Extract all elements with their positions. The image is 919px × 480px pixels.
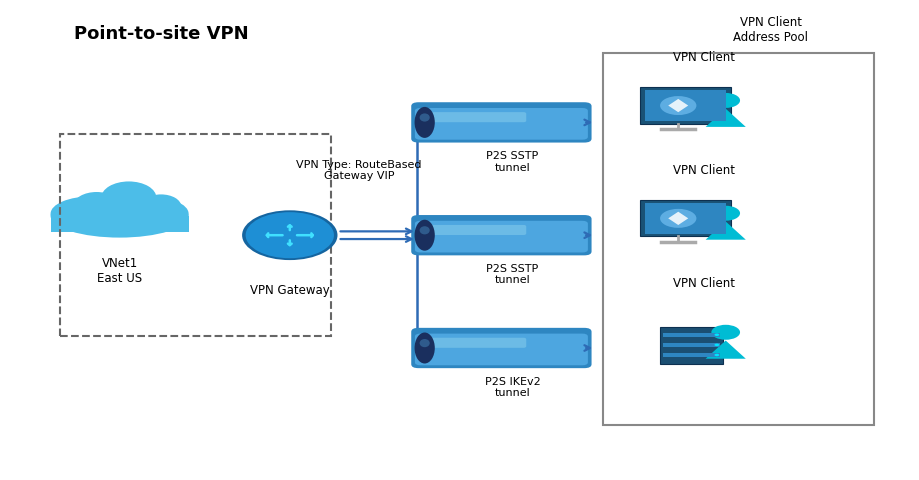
Text: VNet1
East US: VNet1 East US [96, 257, 142, 285]
Polygon shape [705, 340, 745, 359]
FancyBboxPatch shape [429, 112, 526, 122]
Bar [51, 216, 188, 232]
FancyBboxPatch shape [414, 221, 587, 252]
FancyBboxPatch shape [640, 200, 731, 237]
Ellipse shape [106, 196, 188, 231]
Polygon shape [667, 99, 687, 112]
Bar [663, 343, 719, 347]
FancyBboxPatch shape [411, 328, 591, 368]
Bar [602, 53, 873, 425]
Text: VPN Client: VPN Client [672, 51, 734, 64]
FancyBboxPatch shape [640, 87, 731, 124]
Bar [663, 333, 719, 336]
Circle shape [242, 210, 337, 260]
Ellipse shape [141, 194, 181, 218]
Ellipse shape [101, 181, 156, 214]
Text: VPN Client: VPN Client [672, 164, 734, 177]
Polygon shape [705, 221, 745, 240]
FancyBboxPatch shape [414, 108, 587, 140]
FancyBboxPatch shape [644, 90, 725, 121]
Circle shape [710, 325, 739, 340]
Ellipse shape [51, 196, 133, 231]
Text: P2S IKEv2
tunnel: P2S IKEv2 tunnel [484, 376, 539, 398]
Ellipse shape [414, 107, 435, 138]
Text: P2S SSTP
tunnel: P2S SSTP tunnel [486, 151, 538, 173]
Ellipse shape [74, 192, 119, 219]
Text: VPN Gateway: VPN Gateway [250, 284, 329, 297]
Ellipse shape [419, 113, 429, 121]
FancyBboxPatch shape [411, 102, 591, 143]
Ellipse shape [51, 194, 188, 238]
Circle shape [714, 334, 719, 336]
Text: VPN Client: VPN Client [672, 276, 734, 290]
Circle shape [710, 206, 739, 221]
Text: Point-to-site VPN: Point-to-site VPN [74, 24, 248, 43]
Circle shape [245, 212, 334, 258]
Text: P2S SSTP
tunnel: P2S SSTP tunnel [486, 264, 538, 285]
FancyBboxPatch shape [429, 225, 526, 235]
Ellipse shape [414, 333, 435, 363]
FancyBboxPatch shape [429, 338, 526, 348]
Ellipse shape [419, 339, 429, 347]
Bar [663, 353, 719, 357]
FancyBboxPatch shape [411, 215, 591, 255]
Polygon shape [667, 212, 687, 225]
Text: VPN Type: RouteBased
Gateway VIP: VPN Type: RouteBased Gateway VIP [296, 159, 421, 181]
Circle shape [714, 344, 719, 346]
FancyBboxPatch shape [414, 334, 587, 365]
Circle shape [714, 354, 719, 356]
Polygon shape [705, 108, 745, 127]
Circle shape [710, 93, 739, 108]
Circle shape [659, 209, 696, 228]
FancyBboxPatch shape [660, 327, 721, 364]
Bar [60, 134, 331, 336]
FancyBboxPatch shape [644, 203, 725, 234]
Ellipse shape [414, 220, 435, 251]
Text: VPN Client
Address Pool: VPN Client Address Pool [732, 16, 808, 44]
Circle shape [659, 96, 696, 115]
Ellipse shape [419, 226, 429, 234]
